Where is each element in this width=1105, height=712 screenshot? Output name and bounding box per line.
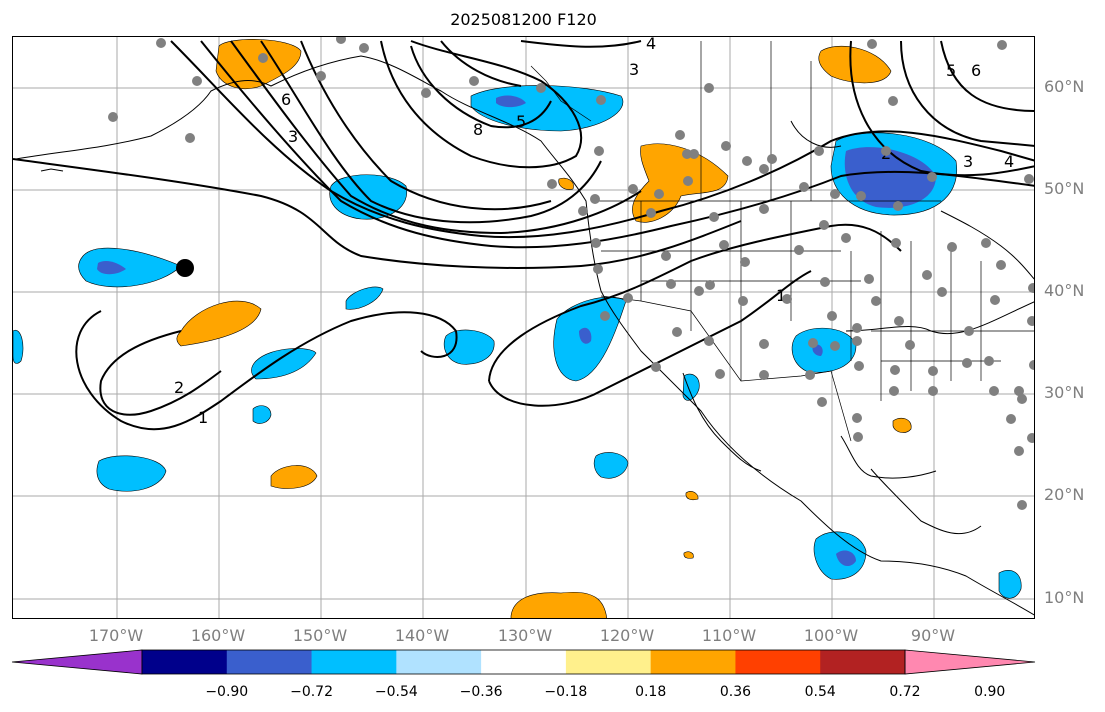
colorbar-tick-label: 0.72 xyxy=(889,684,921,700)
lon-label: 140°W xyxy=(394,626,450,645)
colorbar-tick-label: 0.36 xyxy=(719,684,752,700)
lat-label: 60°N xyxy=(1044,77,1085,96)
lon-label: 90°W xyxy=(910,626,956,645)
lat-label: 50°N xyxy=(1044,179,1085,198)
colorbar-tick-label: −0.18 xyxy=(544,684,588,700)
positive-anomaly-fills xyxy=(176,39,912,618)
colorbar-segment xyxy=(311,650,397,674)
contour-label: 8 xyxy=(473,120,483,139)
lon-label: 150°W xyxy=(292,626,348,645)
lon-label: 130°W xyxy=(497,626,553,645)
contour-label: 4 xyxy=(1004,152,1014,171)
colorbar-tick-label: −0.54 xyxy=(374,684,418,700)
lon-label: 120°W xyxy=(599,626,655,645)
lat-label: 40°N xyxy=(1044,281,1085,300)
colorbar-segment xyxy=(820,650,906,674)
colorbar-segment xyxy=(650,650,736,674)
negative-anomaly-cores xyxy=(97,95,936,567)
contour-label: 5 xyxy=(516,112,526,131)
contour-label: 6 xyxy=(971,61,981,80)
political-borders xyxy=(530,41,1034,442)
contour-label: 3 xyxy=(963,152,973,171)
contour-label: 1 xyxy=(198,408,208,427)
highlighted-station-marker xyxy=(176,259,194,277)
colorbar-segment xyxy=(565,650,652,674)
lon-label: 160°W xyxy=(190,626,246,645)
colorbar-tick-label: 0.18 xyxy=(635,684,667,700)
colorbar-tick-label: 0.54 xyxy=(804,684,836,700)
map-panel: 1 1 2 1 3 3 4 4 5 6 5 6 8 2 3 xyxy=(12,36,1035,619)
contour-label: 3 xyxy=(629,60,639,79)
colorbar-segment xyxy=(396,650,482,674)
colorbar-extend-high xyxy=(904,649,1036,675)
colorbar xyxy=(11,649,1036,675)
colorbar-extend-low xyxy=(11,649,143,675)
lat-label: 20°N xyxy=(1044,485,1085,504)
colorbar-tick-label: −0.72 xyxy=(290,684,333,700)
lat-label: 10°N xyxy=(1044,588,1085,607)
colorbar-segment xyxy=(481,650,567,674)
colorbar-tick-label: −0.90 xyxy=(205,684,249,700)
colorbar-frame xyxy=(141,649,906,675)
contour-label: 5 xyxy=(946,61,956,80)
contour-lines xyxy=(13,40,1034,431)
contour-label: 1 xyxy=(776,286,786,305)
lat-label: 30°N xyxy=(1044,383,1085,402)
coastlines xyxy=(15,55,1034,616)
lon-label: 110°W xyxy=(701,626,757,645)
map-title: 2025081200 F120 xyxy=(450,10,597,29)
graticule xyxy=(13,37,1034,618)
colorbar-segment xyxy=(142,650,228,674)
contour-label: 6 xyxy=(281,90,291,109)
station-points xyxy=(108,37,1034,510)
colorbar-segment xyxy=(226,650,313,674)
colorbar-tick-label: 0.90 xyxy=(974,684,1006,700)
colorbar-tick-label: −0.36 xyxy=(459,684,503,700)
lon-label: 170°W xyxy=(88,626,144,645)
contour-label: 2 xyxy=(174,378,184,397)
colorbar-segment xyxy=(735,650,821,674)
contour-label: 4 xyxy=(646,37,656,53)
contour-label: 3 xyxy=(288,127,298,146)
lon-label: 100°W xyxy=(803,626,859,645)
